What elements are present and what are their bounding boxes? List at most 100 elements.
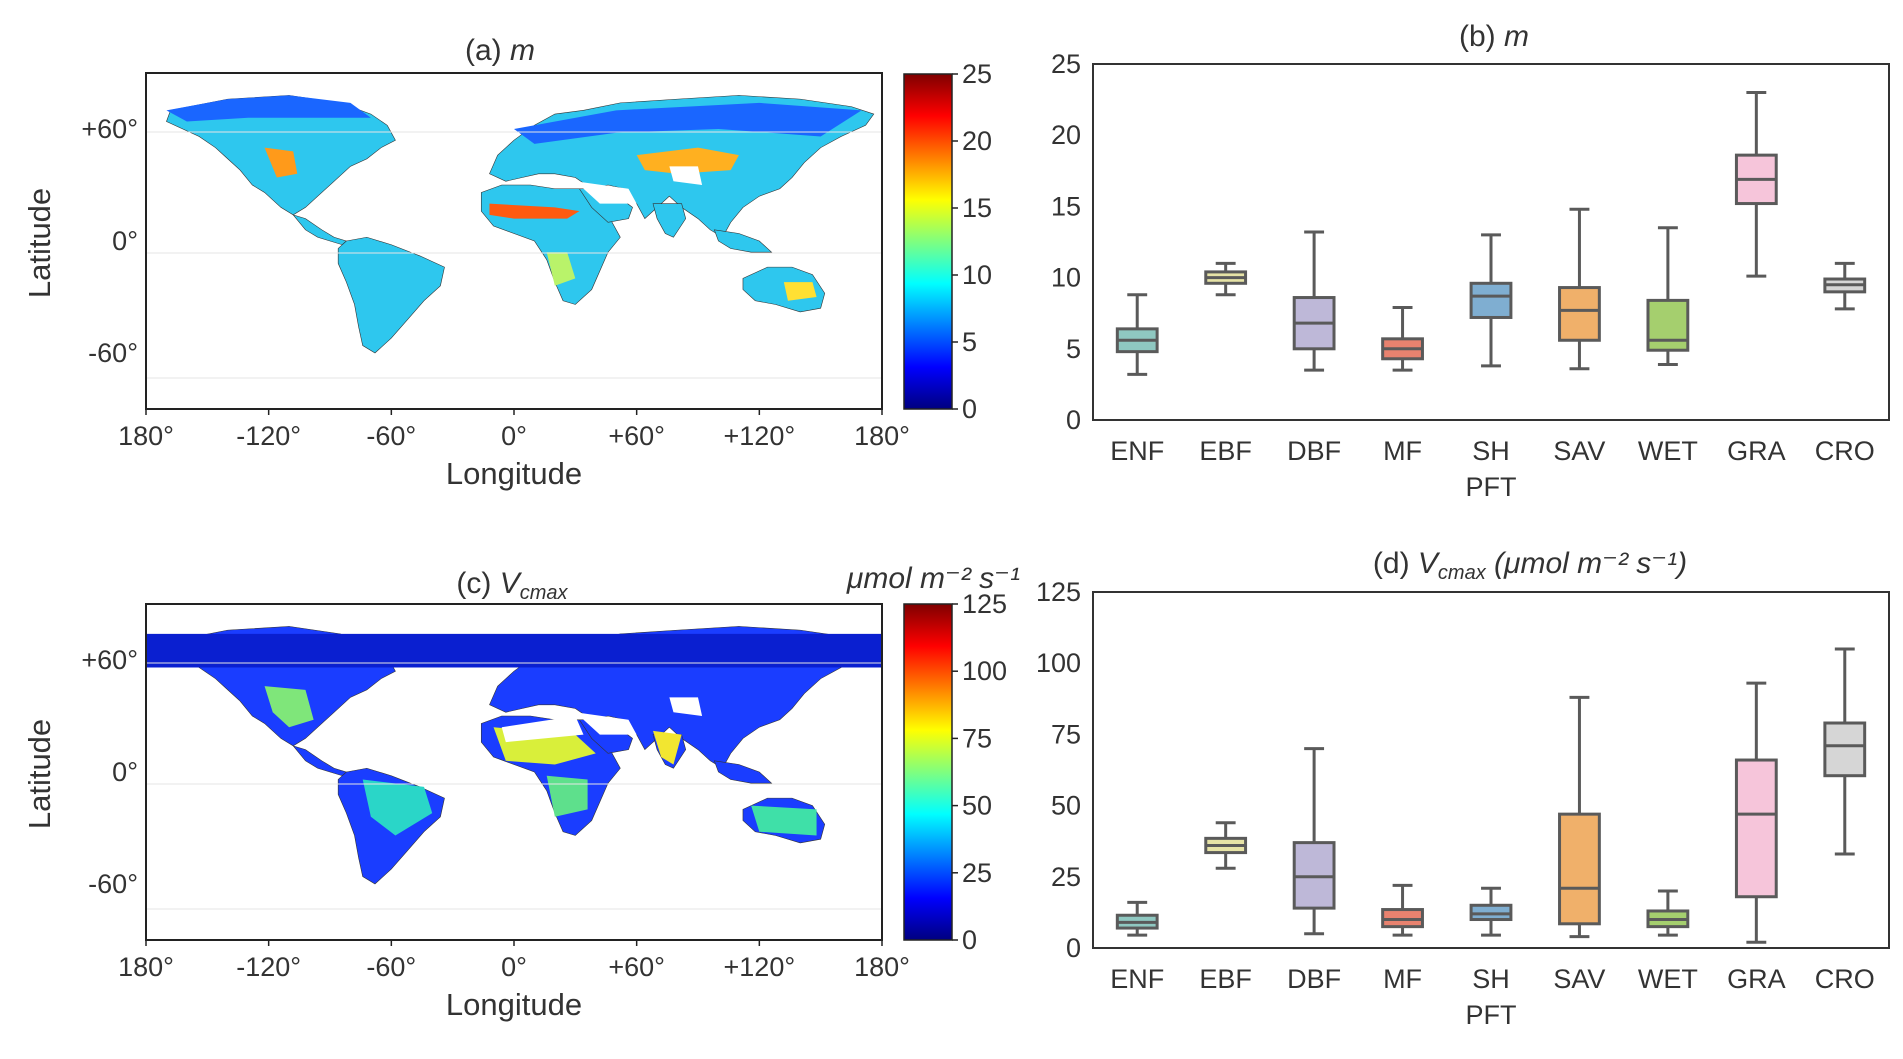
panel-c: (c) Vcmax 180° -120° -60° 0° +60° +120° 180° +6…	[22, 562, 1020, 1022]
map-c-india	[653, 730, 682, 765]
boxplot-ytick-label: 125	[1036, 577, 1081, 607]
map-xtick-label: -120°	[236, 421, 301, 451]
map-c-sahara-gap	[501, 716, 584, 743]
boxplot-ytick-label: 25	[1051, 49, 1081, 79]
colorbar-tick-label: 100	[962, 656, 1007, 686]
map-a-content	[146, 94, 882, 379]
map-xtick-label: 180°	[854, 421, 910, 451]
boxplot-b: 0 5 10 15 20 25 ENF EBF DBF MF SH SAV WET GRA CRO PFT	[1051, 49, 1890, 502]
box-sav	[1558, 286, 1601, 342]
colorbar-tick-label: 25	[962, 858, 992, 888]
panel-d-title: (d) Vcmax (μmol m⁻² s⁻¹)	[1373, 547, 1687, 584]
boxplot-ytick-label: 5	[1066, 334, 1081, 364]
category-label: GRA	[1727, 964, 1786, 994]
map-c-usa	[264, 686, 314, 728]
boxplot-ytick-label: 75	[1051, 719, 1081, 749]
colorbar-tick-label: 50	[962, 791, 992, 821]
map-ytick-label: 0°	[112, 226, 138, 256]
map-xtick-label: 0°	[501, 421, 527, 451]
category-label: SAV	[1553, 436, 1605, 466]
boxplot-xlabel: PFT	[1466, 472, 1517, 502]
panel-d: (d) Vcmax (μmol m⁻² s⁻¹) 0 25 50 75 100 125 EN…	[1036, 547, 1890, 1030]
colorbar-c-unit: μmol m⁻² s⁻¹	[846, 562, 1020, 595]
map-a-xlabel: Longitude	[446, 456, 582, 491]
map-xtick-label: 180°	[118, 421, 174, 451]
map-c-ylabel: Latitude	[22, 719, 57, 829]
category-label: GRA	[1727, 436, 1786, 466]
panel-b: (b) m 0 5 10 15 20 25 ENF EBF DBF MF SH SAV WET GRA CR…	[1051, 20, 1890, 502]
map-xtick-label: 0°	[501, 952, 527, 982]
colorbar-tick-label: 75	[962, 723, 992, 753]
category-label: WET	[1638, 964, 1698, 994]
map-c-africa-south	[546, 775, 588, 817]
colorbar-tick-label: 125	[962, 589, 1007, 619]
map-c-tibet-gap	[669, 697, 703, 717]
colorbar-tick-label: 0	[962, 394, 977, 424]
category-label: SAV	[1553, 964, 1605, 994]
map-a-africa-south	[546, 252, 576, 286]
colorbar-tick-label: 5	[962, 327, 977, 357]
boxplot-ytick-label: 0	[1066, 405, 1081, 435]
map-c-content	[146, 625, 882, 910]
map-xtick-label: +120°	[724, 952, 796, 982]
category-label: DBF	[1287, 436, 1341, 466]
category-label: DBF	[1287, 964, 1341, 994]
map-c-desert-gap	[575, 712, 637, 735]
boxplot-frame	[1092, 63, 1890, 421]
map-a-boreal-na	[166, 95, 371, 122]
boxplot-ytick-label: 50	[1051, 791, 1081, 821]
boxplot-ytick-label: 20	[1051, 120, 1081, 150]
boxplot-ytick-label: 25	[1051, 862, 1081, 892]
map-a-boreal-eu	[513, 102, 862, 144]
category-label: MF	[1383, 436, 1422, 466]
map-c-grid	[146, 662, 882, 910]
map-a-hot-asia	[636, 147, 739, 174]
category-label: WET	[1638, 436, 1698, 466]
colorbar-a	[903, 73, 953, 410]
map-c-aus	[751, 805, 817, 836]
category-label: SH	[1472, 964, 1510, 994]
colorbar-tick-label: 15	[962, 193, 992, 223]
map-a-ylabel: Latitude	[22, 188, 57, 298]
panel-c-title: (c) Vcmax	[456, 567, 568, 604]
map-c-ticks: 180° -120° -60° 0° +60° +120° 180° +60° 0° -60°	[81, 645, 910, 982]
boxplot-ytick-label: 100	[1036, 648, 1081, 678]
category-label: EBF	[1199, 964, 1252, 994]
map-c-boreal	[146, 633, 882, 668]
map-a-ticks: 180° -120° -60° 0° +60° +120° 180° +60° 0° -60°	[81, 114, 910, 451]
map-ytick-label: 0°	[112, 757, 138, 787]
map-a-desert-gap	[575, 181, 637, 204]
panel-a: (a) m 180° -120° -60° 0° +60° +120° 180° +60°	[22, 34, 992, 491]
map-c-amazon	[362, 779, 433, 836]
category-label: MF	[1383, 964, 1422, 994]
map-xtick-label: 180°	[854, 952, 910, 982]
box-gra	[1734, 758, 1778, 899]
map-xtick-label: +60°	[608, 952, 665, 982]
map-a-grid	[146, 131, 882, 379]
map-ytick-label: -60°	[88, 869, 138, 899]
map-a-tibet-gap	[669, 166, 703, 186]
map-a-hot-na	[264, 147, 298, 178]
category-label: CRO	[1815, 964, 1875, 994]
map-a-sahel	[489, 203, 580, 219]
colorbar-tick-label: 20	[962, 126, 992, 156]
box-cro	[1823, 721, 1867, 778]
colorbar-tick-label: 0	[962, 925, 977, 955]
map-ytick-label: +60°	[81, 645, 138, 675]
map-xtick-label: -60°	[366, 952, 416, 982]
category-label: EBF	[1199, 436, 1252, 466]
box-sh	[1469, 281, 1513, 319]
map-ytick-label: -60°	[88, 338, 138, 368]
map-xtick-label: +60°	[608, 421, 665, 451]
colorbar-c-ticks: 125 100 75 50 25 0	[952, 589, 1007, 955]
box-wet	[1646, 298, 1690, 352]
map-a-aus	[783, 282, 817, 301]
boxplot-ytick-label: 10	[1051, 263, 1081, 293]
category-label: ENF	[1110, 964, 1164, 994]
colorbar-tick-label: 25	[962, 59, 992, 89]
colorbar-tick-label: 10	[962, 260, 992, 290]
panel-b-title: (b) m	[1459, 20, 1529, 53]
boxplot-xlabel: PFT	[1466, 1000, 1517, 1030]
map-ytick-label: +60°	[81, 114, 138, 144]
map-xtick-label: -120°	[236, 952, 301, 982]
